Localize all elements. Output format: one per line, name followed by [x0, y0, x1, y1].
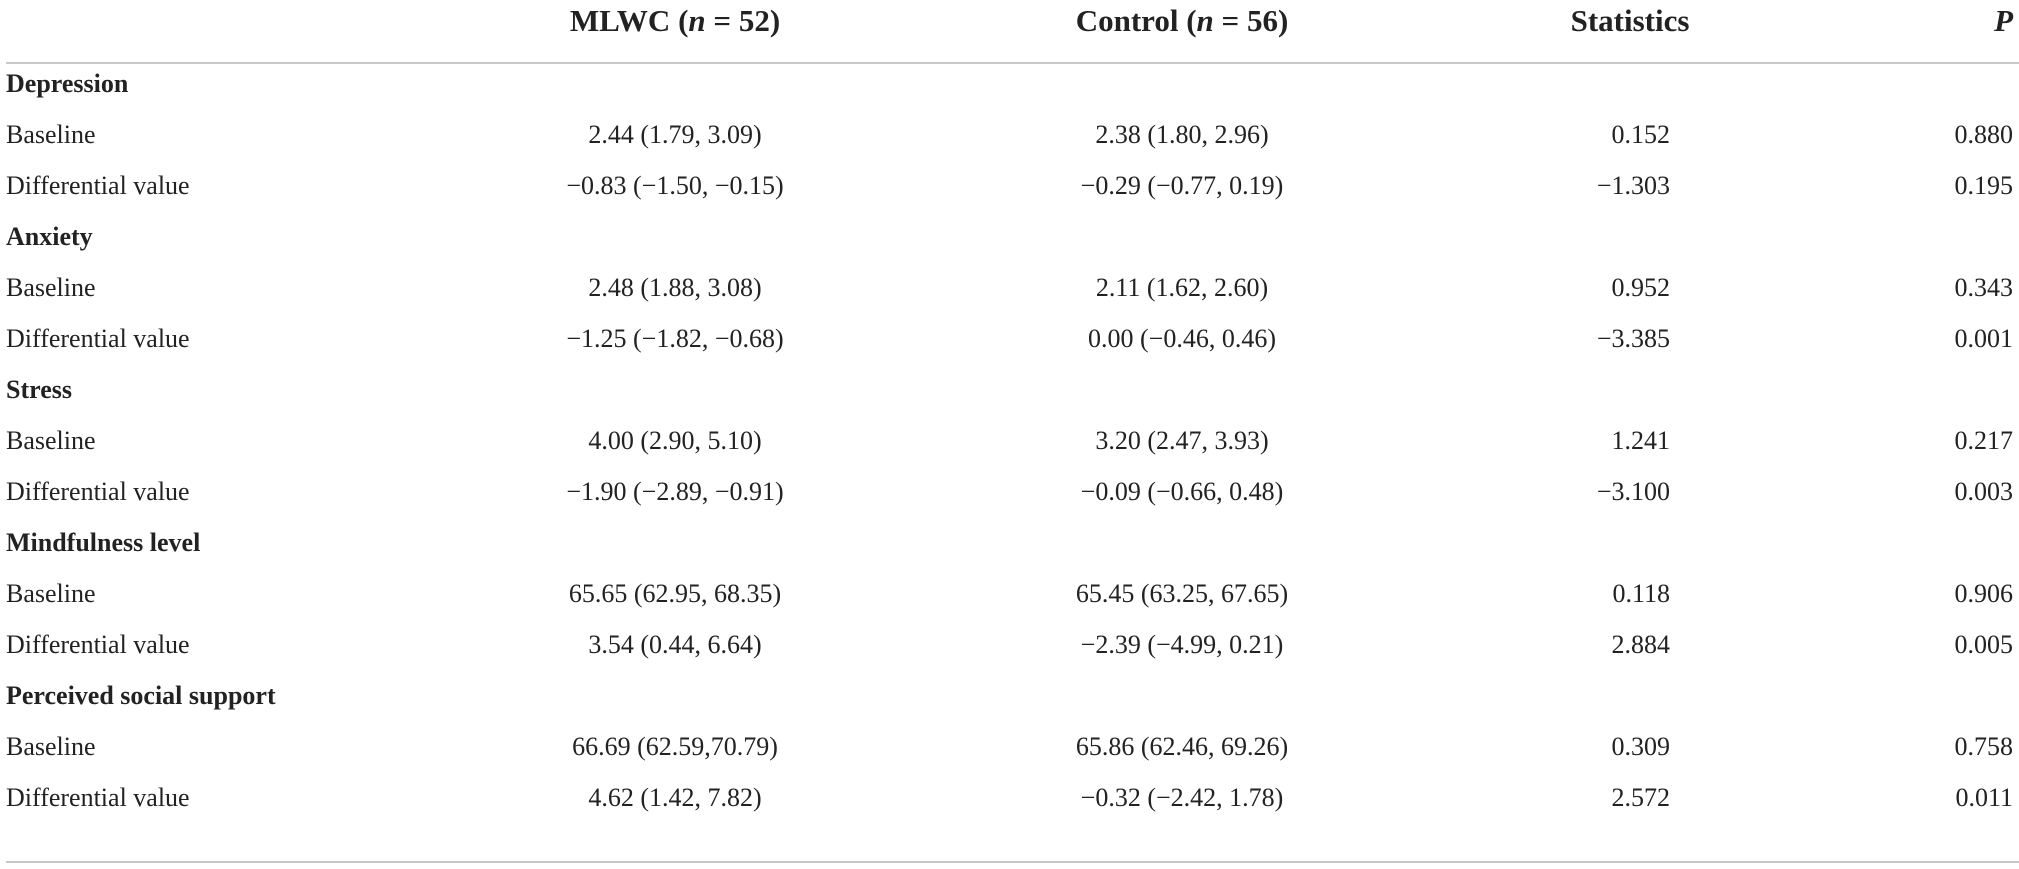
row-label: Differential value	[6, 171, 190, 200]
statistics-value: 0.309	[1611, 732, 1671, 761]
section-title: Perceived social support	[6, 681, 276, 710]
mlwc-value: 2.44 (1.79, 3.09)	[588, 120, 762, 149]
table-row: Differential value 4.62 (1.42, 7.82) −0.32…	[0, 772, 2019, 823]
p-value: 0.880	[1954, 120, 2014, 149]
p-value: 0.195	[1954, 171, 2014, 200]
table-row: Differential value −1.25 (−1.82, −0.68) 0.…	[0, 313, 2019, 364]
statistics-value: −1.303	[1596, 171, 1670, 200]
mlwc-value: 66.69 (62.59,70.79)	[572, 732, 778, 761]
p-value: 0.011	[1955, 783, 2013, 812]
statistics-value: 2.572	[1611, 783, 1671, 812]
statistics-value: −3.385	[1596, 324, 1670, 353]
section-row: Anxiety	[0, 211, 2019, 262]
section-row: Depression	[0, 58, 2019, 109]
table-row: Baseline 2.48 (1.88, 3.08) 2.11 (1.62, 2.6…	[0, 262, 2019, 313]
mlwc-value: 3.54 (0.44, 6.64)	[588, 630, 762, 659]
statistics-value: 0.152	[1611, 120, 1671, 149]
row-label: Baseline	[6, 120, 96, 149]
table-row: Differential value 3.54 (0.44, 6.64) −2.39…	[0, 619, 2019, 670]
control-value: 65.45 (63.25, 67.65)	[1075, 579, 1289, 608]
p-value: 0.906	[1954, 579, 2014, 608]
section-row: Perceived social support	[0, 670, 2019, 721]
column-header-statistics: Statistics	[1570, 3, 1690, 38]
row-label: Baseline	[6, 273, 96, 302]
control-value: −0.32 (−2.42, 1.78)	[1080, 783, 1284, 812]
control-value: 2.11 (1.62, 2.60)	[1095, 273, 1269, 302]
table-row: Baseline 65.65 (62.95, 68.35) 65.45 (63.25…	[0, 568, 2019, 619]
row-label: Baseline	[6, 732, 96, 761]
p-value: 0.005	[1954, 630, 2014, 659]
mlwc-value: 65.65 (62.95, 68.35)	[568, 579, 782, 608]
mlwc-value: 2.48 (1.88, 3.08)	[588, 273, 762, 302]
control-value: 0.00 (−0.46, 0.46)	[1088, 324, 1276, 353]
row-label: Differential value	[6, 783, 190, 812]
mlwc-value: −0.83 (−1.50, −0.15)	[566, 171, 784, 200]
column-header-p: P	[1994, 3, 2013, 38]
mlwc-value: 4.62 (1.42, 7.82)	[588, 783, 762, 812]
control-value: 2.38 (1.80, 2.96)	[1095, 120, 1269, 149]
row-label: Differential value	[6, 477, 190, 506]
statistics-value: 0.118	[1612, 579, 1670, 608]
statistics-value: −3.100	[1596, 477, 1670, 506]
p-value: 0.003	[1954, 477, 2014, 506]
statistics-value: 2.884	[1611, 630, 1671, 659]
row-label: Differential value	[6, 630, 190, 659]
control-value: −2.39 (−4.99, 0.21)	[1080, 630, 1284, 659]
control-value: −0.29 (−0.77, 0.19)	[1080, 171, 1284, 200]
control-value: −0.09 (−0.66, 0.48)	[1080, 477, 1284, 506]
row-label: Baseline	[6, 579, 96, 608]
control-value: 65.86 (62.46, 69.26)	[1075, 732, 1289, 761]
statistics-value: 1.241	[1611, 426, 1671, 455]
p-value: 0.001	[1954, 324, 2014, 353]
section-title: Anxiety	[6, 222, 93, 251]
header-rule	[6, 62, 2019, 64]
column-header-control: Control (n = 56)	[1075, 3, 1289, 38]
row-label: Differential value	[6, 324, 190, 353]
statistics-value: 0.952	[1611, 273, 1671, 302]
p-value: 0.217	[1954, 426, 2014, 455]
p-value: 0.343	[1954, 273, 2014, 302]
table-row: Differential value −1.90 (−2.89, −0.91) −0…	[0, 466, 2019, 517]
mlwc-value: −1.90 (−2.89, −0.91)	[566, 477, 784, 506]
row-label: Baseline	[6, 426, 96, 455]
section-row: Stress	[0, 364, 2019, 415]
mlwc-value: −1.25 (−1.82, −0.68)	[566, 324, 784, 353]
control-value: 3.20 (2.47, 3.93)	[1095, 426, 1269, 455]
section-title: Depression	[6, 69, 129, 98]
mlwc-value: 4.00 (2.90, 5.10)	[588, 426, 762, 455]
section-title: Stress	[6, 375, 72, 404]
bottom-rule	[6, 861, 2019, 863]
table-row: Differential value −0.83 (−1.50, −0.15) −0…	[0, 160, 2019, 211]
section-row: Mindfulness level	[0, 517, 2019, 568]
table-row: Baseline 66.69 (62.59,70.79) 65.86 (62.46,…	[0, 721, 2019, 772]
table-row: Baseline 2.44 (1.79, 3.09) 2.38 (1.80, 2.9…	[0, 109, 2019, 160]
p-value: 0.758	[1954, 732, 2014, 761]
column-header-mlwc: MLWC (n = 52)	[569, 3, 781, 38]
table-row: Baseline 4.00 (2.90, 5.10) 3.20 (2.47, 3.9…	[0, 415, 2019, 466]
section-title: Mindfulness level	[6, 528, 201, 557]
